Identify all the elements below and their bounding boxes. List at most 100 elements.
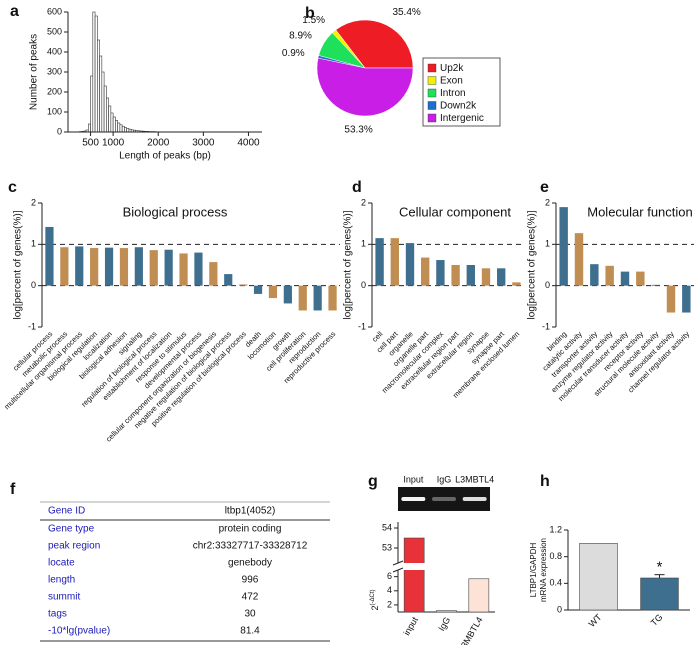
table-key: peak region bbox=[48, 541, 100, 552]
y-axis-label: log[percent of genes(%)] bbox=[13, 210, 24, 319]
gel-lane-label: Input bbox=[403, 474, 424, 484]
y-tick-label: 600 bbox=[47, 6, 62, 16]
pie-label: 53.3% bbox=[344, 124, 372, 135]
bar bbox=[119, 248, 129, 286]
legend-label: Down2k bbox=[440, 101, 477, 112]
bar bbox=[451, 265, 460, 286]
histogram-bar bbox=[101, 71, 105, 133]
bar bbox=[253, 285, 263, 294]
y-tick-label: -1 bbox=[542, 321, 550, 331]
bar bbox=[268, 285, 278, 299]
panel-letter: f bbox=[10, 481, 16, 498]
x-tick-label: 500 bbox=[82, 138, 99, 149]
panel-letter: a bbox=[10, 3, 19, 20]
histogram-bar bbox=[103, 85, 107, 133]
table-key: tags bbox=[48, 609, 67, 620]
bar bbox=[421, 257, 430, 286]
y-tick-label: 0.8 bbox=[549, 551, 562, 561]
y-axis-label: 2(-ΔCt) bbox=[370, 589, 381, 610]
panel-letter: g bbox=[368, 473, 378, 490]
bar bbox=[590, 264, 599, 286]
bar bbox=[640, 577, 679, 611]
bar bbox=[559, 207, 568, 286]
table-value: ltbp1(4052) bbox=[225, 506, 276, 517]
panel-letter: b bbox=[305, 5, 315, 22]
bar bbox=[436, 610, 457, 613]
y-axis-label-base: 2 bbox=[370, 606, 380, 611]
bar bbox=[134, 247, 143, 286]
pie-slice bbox=[335, 19, 414, 69]
x-tick-label: 1000 bbox=[102, 138, 125, 149]
y-tick-label: 2 bbox=[31, 197, 36, 207]
table-value: chr2:33327717-33328712 bbox=[193, 541, 308, 552]
y-axis-label: log[percent of genes(%)] bbox=[343, 210, 354, 319]
table-value: 81.4 bbox=[240, 626, 260, 637]
histogram-bar bbox=[106, 97, 109, 133]
histogram-bar bbox=[108, 105, 112, 133]
axis-break-mark bbox=[392, 567, 404, 573]
y-tick-label: 0 bbox=[557, 604, 562, 614]
bar bbox=[436, 260, 445, 286]
y-tick-label: 0 bbox=[57, 126, 62, 136]
bar bbox=[313, 285, 322, 311]
bar bbox=[620, 271, 630, 286]
table-value: genebody bbox=[228, 558, 272, 569]
bar bbox=[194, 252, 203, 286]
x-tick-label: L3MBTL4 bbox=[456, 615, 484, 645]
bar bbox=[468, 578, 490, 613]
y-tick-label: 4 bbox=[387, 585, 392, 595]
bar bbox=[636, 271, 645, 286]
bar bbox=[90, 248, 99, 286]
bar bbox=[481, 268, 491, 286]
y-tick-label: -1 bbox=[358, 321, 366, 331]
panel-title: Molecular function bbox=[587, 204, 693, 219]
histogram-bar bbox=[97, 39, 100, 133]
bar bbox=[328, 285, 337, 311]
legend-label: Exon bbox=[440, 76, 463, 87]
y-axis-label: mRNA expression bbox=[539, 538, 548, 602]
bar bbox=[497, 268, 506, 286]
x-tick-label: IgG bbox=[436, 615, 452, 633]
y-tick-label: 53 bbox=[382, 542, 392, 552]
table-key: -10*lg(pvalue) bbox=[48, 626, 110, 637]
histogram-bar bbox=[124, 127, 127, 133]
y-axis-label-sup: (-ΔCt) bbox=[370, 589, 376, 605]
y-tick-label: 1.2 bbox=[549, 524, 562, 534]
pie-slice bbox=[316, 57, 414, 117]
bar bbox=[466, 265, 475, 286]
y-axis-label: Number of peaks bbox=[29, 34, 40, 110]
gel-band bbox=[401, 497, 426, 501]
y-axis-label: log[percent of genes(%)] bbox=[527, 210, 538, 319]
bar bbox=[239, 284, 248, 286]
y-tick-label: 200 bbox=[47, 86, 62, 96]
histogram-bar bbox=[117, 122, 121, 133]
legend-label: Intron bbox=[440, 88, 466, 99]
y-tick-label: 0 bbox=[31, 280, 36, 290]
x-tick-label: input bbox=[402, 615, 421, 637]
pie-label: 0.9% bbox=[282, 48, 305, 59]
table-key: length bbox=[48, 575, 75, 586]
pie-label: 8.9% bbox=[289, 31, 312, 42]
bar bbox=[682, 285, 691, 313]
bar bbox=[104, 247, 114, 286]
y-tick-label: 54 bbox=[382, 522, 392, 532]
bar bbox=[75, 246, 84, 286]
bar bbox=[605, 265, 614, 286]
histogram-bar bbox=[99, 55, 103, 133]
histogram-bar bbox=[90, 75, 94, 133]
bar bbox=[405, 243, 415, 286]
legend-swatch bbox=[427, 88, 437, 98]
bar bbox=[179, 253, 188, 286]
panel-title: Biological process bbox=[123, 204, 228, 219]
bar bbox=[579, 543, 618, 611]
y-tick-label: 6 bbox=[387, 571, 392, 581]
gel-lane-label: IgG bbox=[437, 474, 452, 484]
bar bbox=[574, 233, 584, 286]
panel-title: Cellular component bbox=[399, 204, 511, 219]
y-tick-label: 0 bbox=[361, 280, 366, 290]
x-tick-label: 4000 bbox=[237, 138, 260, 149]
histogram-bar bbox=[115, 120, 118, 133]
table-value: 30 bbox=[244, 609, 256, 620]
bar bbox=[403, 537, 425, 613]
table-key: Gene type bbox=[48, 524, 95, 535]
